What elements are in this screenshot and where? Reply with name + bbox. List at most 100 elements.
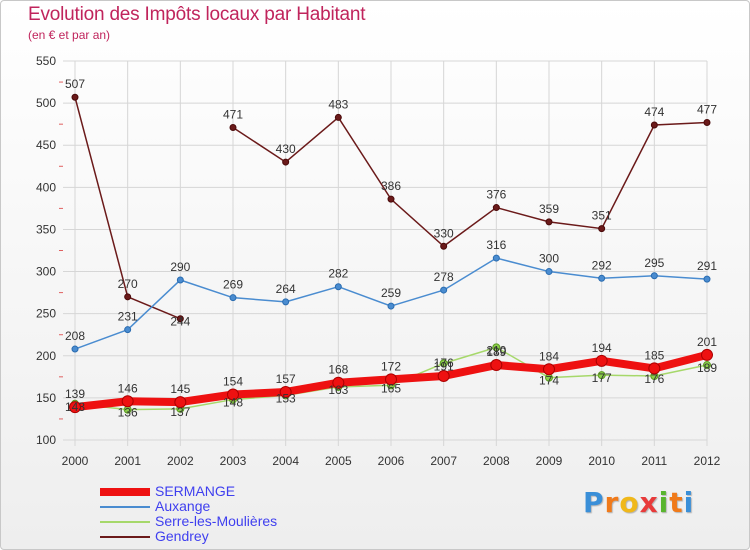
y-tick-label: 150 xyxy=(36,391,56,405)
data-point-auxange xyxy=(703,275,711,283)
data-label-serre-les-moulieres: 143 xyxy=(65,400,85,414)
data-label-gendrey: 474 xyxy=(644,105,664,119)
logo-letter: r xyxy=(604,486,620,519)
data-point-auxange xyxy=(598,274,606,282)
x-tick-label: 2005 xyxy=(325,454,352,468)
data-label-sermange: 176 xyxy=(434,356,454,370)
legend-label: SERMANGE xyxy=(155,483,236,499)
data-label-sermange: 189 xyxy=(486,345,506,359)
data-label-gendrey: 386 xyxy=(381,179,401,193)
logo-letter: P xyxy=(583,486,605,519)
y-tick-label: 450 xyxy=(36,138,56,152)
data-label-auxange: 269 xyxy=(223,278,243,292)
data-label-auxange: 208 xyxy=(65,329,85,343)
data-point-auxange xyxy=(387,302,395,310)
data-point-sermange xyxy=(701,348,713,361)
data-point-gendrey xyxy=(229,124,237,132)
data-point-gendrey xyxy=(71,93,79,101)
data-point-gendrey xyxy=(703,118,711,126)
data-label-serre-les-moulieres: 210 xyxy=(486,343,506,357)
series-line-gendrey xyxy=(232,116,708,248)
x-tick-label: 2003 xyxy=(220,454,247,468)
data-point-gendrey xyxy=(334,113,342,121)
y-tick-label: 500 xyxy=(36,96,56,110)
x-tick-label: 2006 xyxy=(378,454,405,468)
data-label-serre-les-moulieres: 165 xyxy=(381,381,401,395)
logo-letter: x xyxy=(639,486,659,519)
data-point-gendrey xyxy=(440,242,448,250)
data-label-auxange: 264 xyxy=(276,282,296,296)
data-label-sermange: 172 xyxy=(381,359,401,373)
data-label-serre-les-moulieres: 174 xyxy=(539,374,559,388)
data-label-sermange: 157 xyxy=(276,372,296,386)
data-label-serre-les-moulieres: 189 xyxy=(697,361,717,375)
x-tick-label: 2002 xyxy=(167,454,194,468)
data-label-sermange: 145 xyxy=(170,382,190,396)
data-label-auxange: 278 xyxy=(434,270,454,284)
x-tick-label: 2007 xyxy=(430,454,457,468)
data-point-sermange xyxy=(385,373,397,386)
y-tick-label: 400 xyxy=(36,180,56,194)
data-label-serre-les-moulieres: 177 xyxy=(592,371,612,385)
data-point-gendrey xyxy=(650,121,658,129)
data-label-gendrey: 351 xyxy=(592,209,612,223)
data-label-serre-les-moulieres: 163 xyxy=(328,383,348,397)
y-tick-label: 550 xyxy=(36,54,56,68)
data-point-auxange xyxy=(71,345,79,353)
data-label-serre-les-moulieres: 137 xyxy=(170,405,190,419)
x-tick-label: 2000 xyxy=(62,454,89,468)
data-point-sermange xyxy=(121,395,134,408)
data-label-auxange: 295 xyxy=(644,256,664,270)
data-label-gendrey: 359 xyxy=(539,202,559,216)
legend-swatch-auxange xyxy=(100,506,150,508)
data-point-gendrey xyxy=(598,225,606,233)
y-tick-label: 200 xyxy=(36,349,56,363)
data-point-gendrey xyxy=(124,293,132,301)
data-point-auxange xyxy=(545,268,553,276)
data-point-auxange xyxy=(176,276,184,284)
data-label-auxange: 300 xyxy=(539,252,559,266)
x-tick-label: 2008 xyxy=(483,454,510,468)
legend-item-auxange: Auxange xyxy=(100,498,380,514)
legend: SERMANGE Auxange Serre-les-Moulières Gendre… xyxy=(100,483,380,544)
data-label-gendrey: 477 xyxy=(697,102,717,116)
data-point-serre-les-moulieres xyxy=(492,343,501,352)
y-tick-label: 350 xyxy=(36,222,56,236)
logo-letter: o xyxy=(619,486,640,519)
data-label-serre-les-moulieres: 136 xyxy=(118,406,138,420)
logo-letter: i xyxy=(658,486,670,519)
data-label-gendrey: 507 xyxy=(65,77,85,91)
data-point-sermange xyxy=(69,401,81,414)
data-label-sermange: 154 xyxy=(223,375,243,389)
legend-label: Gendrey xyxy=(155,528,209,544)
chart-subtitle: (en € et par an) xyxy=(28,28,111,42)
data-label-auxange: 316 xyxy=(486,238,506,252)
legend-swatch-sermange xyxy=(100,488,150,496)
data-point-auxange xyxy=(440,286,448,294)
data-point-auxange xyxy=(492,254,500,262)
data-label-gendrey: 471 xyxy=(223,108,243,122)
x-tick-label: 2004 xyxy=(272,454,299,468)
data-point-sermange xyxy=(648,362,661,375)
data-label-sermange: 185 xyxy=(644,348,664,362)
data-label-gendrey: 330 xyxy=(434,226,454,240)
data-point-serre-les-moulieres xyxy=(597,371,606,380)
data-label-sermange: 146 xyxy=(118,381,138,395)
data-label-sermange: 139 xyxy=(65,387,85,401)
data-label-sermange: 168 xyxy=(328,363,348,377)
y-tick-label: 300 xyxy=(36,265,56,279)
legend-item-sermange: SERMANGE xyxy=(100,483,380,499)
data-point-serre-les-moulieres xyxy=(703,361,711,370)
data-label-serre-les-moulieres: 148 xyxy=(223,396,243,410)
data-point-sermange xyxy=(490,359,503,372)
data-point-sermange xyxy=(174,396,187,409)
data-point-gendrey xyxy=(176,315,184,323)
data-label-auxange: 291 xyxy=(697,259,717,273)
data-label-auxange: 259 xyxy=(381,286,401,300)
data-label-auxange: 282 xyxy=(328,267,348,281)
proxiti-logo: Proxiti xyxy=(583,486,694,519)
data-label-gendrey: 270 xyxy=(118,277,138,291)
x-tick-label: 2010 xyxy=(588,454,615,468)
legend-label: Serre-les-Moulières xyxy=(155,513,278,529)
